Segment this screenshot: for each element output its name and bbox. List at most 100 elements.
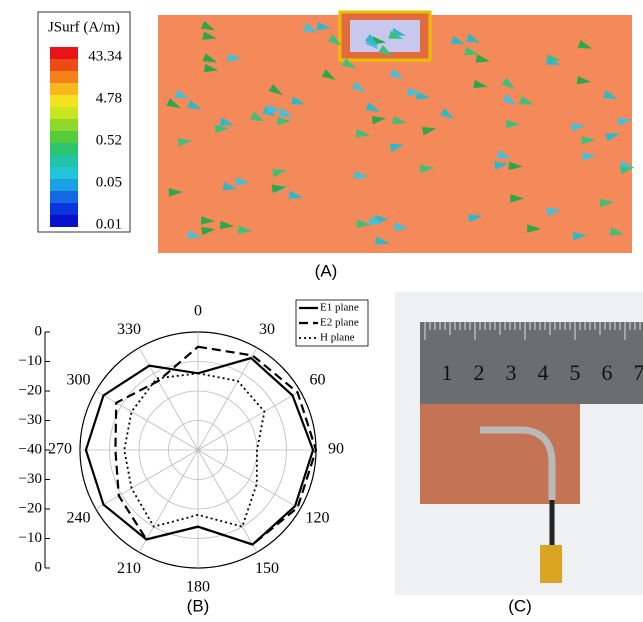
arrow bbox=[576, 76, 592, 85]
arrow bbox=[177, 138, 193, 147]
arrow bbox=[571, 123, 586, 132]
arrow bbox=[407, 87, 422, 96]
colorbar-cell bbox=[50, 119, 78, 131]
arrow bbox=[389, 68, 404, 79]
arrow bbox=[582, 152, 597, 161]
copper-board bbox=[420, 404, 580, 504]
theta-label: 150 bbox=[255, 560, 279, 577]
arrow bbox=[200, 227, 216, 236]
arrow bbox=[290, 96, 306, 105]
arrow bbox=[450, 35, 466, 45]
arrow bbox=[617, 117, 633, 126]
arrow bbox=[527, 224, 542, 233]
arrow bbox=[227, 53, 242, 62]
arrow bbox=[440, 108, 455, 119]
caption: (A) bbox=[315, 261, 338, 280]
arrow bbox=[419, 164, 435, 173]
arrow bbox=[267, 104, 282, 114]
arrow bbox=[581, 136, 596, 145]
arrow bbox=[271, 184, 287, 193]
arrow bbox=[505, 119, 521, 129]
arrow bbox=[392, 115, 407, 125]
r-tick-label: −10 bbox=[19, 530, 42, 546]
arrow bbox=[278, 107, 294, 118]
ruler-number: 2 bbox=[474, 360, 485, 385]
colorbar-label: 0.01 bbox=[96, 216, 122, 232]
theta-label: 240 bbox=[66, 510, 90, 527]
arrow bbox=[174, 89, 190, 99]
arrow bbox=[351, 81, 366, 93]
legend-title: JSurf (A/m) bbox=[48, 19, 120, 35]
arrow bbox=[371, 116, 387, 125]
legend-label: E1 plane bbox=[320, 302, 359, 314]
ruler-number: 4 bbox=[538, 360, 549, 385]
theta-label: 270 bbox=[48, 441, 72, 458]
arrow bbox=[288, 190, 304, 199]
colorbar-label: 43.34 bbox=[88, 48, 122, 64]
colorbar-label: 4.78 bbox=[96, 90, 122, 106]
arrow bbox=[510, 194, 525, 203]
colorbar-cell bbox=[50, 143, 78, 155]
arrow bbox=[316, 22, 331, 31]
caption: (B) bbox=[187, 596, 210, 615]
grid-spoke bbox=[197, 347, 258, 451]
arrow bbox=[599, 198, 615, 208]
colorbar-cell bbox=[50, 167, 78, 179]
colorbar-cell bbox=[50, 203, 78, 215]
arrow bbox=[473, 79, 488, 89]
colorbar-cell bbox=[50, 215, 78, 227]
theta-label: 210 bbox=[117, 560, 141, 577]
arrow bbox=[501, 77, 516, 90]
arrow bbox=[168, 188, 183, 197]
grid-spoke bbox=[95, 390, 199, 451]
arrow bbox=[219, 220, 235, 230]
grid-spoke bbox=[138, 449, 199, 553]
arrow bbox=[364, 33, 379, 47]
arrow bbox=[272, 169, 287, 178]
ruler-number: 5 bbox=[570, 360, 581, 385]
arrow bbox=[494, 161, 509, 170]
theta-label: 0 bbox=[194, 303, 202, 320]
arrow bbox=[374, 236, 390, 245]
r-tick-label: −20 bbox=[19, 382, 42, 398]
arrow bbox=[577, 39, 593, 49]
arrow bbox=[354, 171, 369, 180]
arrow bbox=[519, 96, 534, 105]
colorbar-cell bbox=[50, 107, 78, 119]
series-line bbox=[114, 345, 318, 546]
ruler-number: 1 bbox=[442, 360, 453, 385]
arrow bbox=[388, 30, 403, 39]
arrow bbox=[496, 150, 512, 159]
arrow bbox=[277, 116, 292, 126]
arrow bbox=[202, 53, 218, 63]
arrow bbox=[602, 90, 618, 100]
arrow bbox=[327, 34, 342, 46]
arrow bbox=[321, 69, 336, 81]
arrow bbox=[235, 177, 250, 186]
arrow bbox=[572, 231, 587, 241]
arrow bbox=[355, 129, 371, 138]
grid-spoke bbox=[197, 449, 258, 553]
arrow bbox=[502, 93, 516, 106]
colorbar-cell bbox=[50, 83, 78, 95]
arrow bbox=[619, 166, 635, 175]
colorbar-cell bbox=[50, 59, 78, 71]
theta-label: 60 bbox=[310, 372, 326, 389]
arrow bbox=[302, 22, 318, 33]
grid-spoke bbox=[95, 449, 199, 510]
arrow bbox=[546, 208, 561, 217]
r-tick-label: −30 bbox=[19, 471, 42, 487]
arrow bbox=[186, 230, 202, 239]
r-tick-label: 0 bbox=[35, 323, 43, 339]
arrow bbox=[237, 225, 253, 235]
colorbar-cell bbox=[50, 191, 78, 203]
colorbar-cell bbox=[50, 71, 78, 83]
arrow bbox=[166, 98, 181, 109]
arrow bbox=[394, 222, 409, 231]
polar-chart: 0 0 −10 −10 −20 −20 −30 −30 −40 0 30 60 90 120 150 180 2… bbox=[19, 299, 369, 596]
connector bbox=[540, 545, 562, 583]
series-line bbox=[123, 372, 266, 528]
theta-label: 120 bbox=[306, 510, 330, 527]
arrow bbox=[341, 58, 357, 69]
